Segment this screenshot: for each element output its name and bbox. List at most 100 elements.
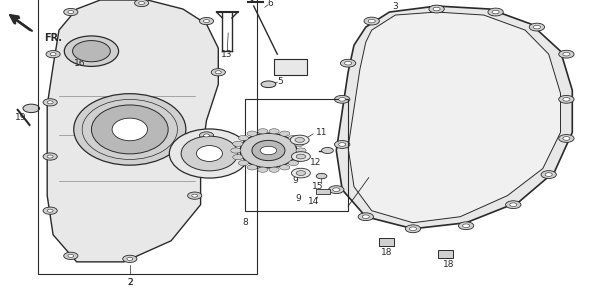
Text: 16: 16	[74, 59, 86, 68]
Circle shape	[329, 186, 344, 194]
Circle shape	[269, 129, 279, 134]
Circle shape	[322, 147, 333, 154]
Circle shape	[123, 255, 137, 262]
Circle shape	[204, 134, 209, 137]
Circle shape	[46, 51, 60, 58]
Bar	[245, 99, 348, 211]
Circle shape	[260, 146, 277, 155]
Bar	[274, 59, 307, 75]
Circle shape	[433, 7, 440, 11]
Text: 18: 18	[381, 248, 392, 257]
Text: 11: 11	[277, 134, 289, 143]
Ellipse shape	[169, 129, 250, 178]
Circle shape	[204, 20, 209, 23]
Circle shape	[296, 148, 306, 153]
Ellipse shape	[261, 81, 276, 88]
Circle shape	[135, 0, 149, 7]
Circle shape	[232, 141, 243, 146]
Circle shape	[563, 137, 570, 140]
Circle shape	[294, 155, 304, 160]
Text: 11: 11	[316, 128, 327, 137]
Circle shape	[333, 188, 340, 191]
Circle shape	[335, 141, 350, 148]
Circle shape	[64, 8, 78, 16]
Circle shape	[258, 167, 268, 172]
Circle shape	[43, 99, 57, 106]
Circle shape	[247, 165, 257, 170]
Circle shape	[409, 227, 417, 231]
Circle shape	[429, 5, 444, 13]
Circle shape	[364, 17, 379, 25]
Circle shape	[529, 23, 545, 31]
Circle shape	[358, 213, 373, 221]
Circle shape	[290, 135, 309, 145]
Circle shape	[291, 152, 310, 161]
Ellipse shape	[240, 133, 297, 168]
Circle shape	[345, 61, 352, 65]
Circle shape	[533, 25, 540, 29]
Ellipse shape	[181, 136, 238, 171]
Bar	[38, 0, 257, 274]
Ellipse shape	[73, 41, 110, 62]
Text: 10: 10	[263, 140, 274, 149]
Text: 5: 5	[277, 77, 283, 86]
Circle shape	[559, 95, 574, 103]
Circle shape	[139, 2, 145, 5]
Circle shape	[296, 154, 306, 159]
Circle shape	[506, 201, 521, 209]
Circle shape	[559, 135, 574, 142]
Ellipse shape	[74, 94, 186, 165]
Circle shape	[47, 101, 53, 104]
Circle shape	[192, 194, 198, 197]
Circle shape	[294, 141, 304, 146]
Circle shape	[296, 171, 306, 175]
Circle shape	[47, 209, 53, 212]
Circle shape	[188, 192, 202, 199]
Circle shape	[295, 138, 304, 142]
Circle shape	[335, 95, 350, 103]
Ellipse shape	[112, 118, 148, 141]
Circle shape	[247, 131, 257, 136]
Text: 4: 4	[292, 59, 298, 68]
Circle shape	[47, 155, 53, 158]
Circle shape	[488, 8, 503, 16]
Circle shape	[43, 153, 57, 160]
Text: 13: 13	[221, 50, 233, 59]
Ellipse shape	[196, 146, 222, 161]
Circle shape	[68, 11, 74, 14]
Circle shape	[231, 148, 241, 153]
Text: 3: 3	[392, 2, 398, 11]
Circle shape	[510, 203, 517, 206]
Circle shape	[68, 254, 74, 257]
Text: 19: 19	[15, 113, 27, 122]
Bar	[379, 238, 394, 246]
Circle shape	[215, 71, 221, 74]
Bar	[316, 189, 330, 194]
Circle shape	[559, 50, 574, 58]
Circle shape	[50, 53, 56, 56]
Text: 20: 20	[209, 155, 221, 164]
Circle shape	[289, 160, 299, 166]
Circle shape	[545, 173, 552, 176]
Text: 2: 2	[127, 278, 133, 287]
Polygon shape	[336, 6, 572, 229]
Circle shape	[492, 10, 499, 14]
Circle shape	[211, 69, 225, 76]
Circle shape	[232, 155, 243, 160]
Polygon shape	[348, 12, 560, 223]
Circle shape	[340, 59, 356, 67]
Circle shape	[127, 257, 133, 260]
Circle shape	[280, 131, 290, 136]
Text: 9: 9	[295, 155, 301, 164]
Circle shape	[362, 215, 369, 219]
Text: 21: 21	[263, 161, 274, 170]
Circle shape	[238, 160, 248, 166]
Text: 14: 14	[308, 197, 320, 206]
Text: 15: 15	[312, 182, 323, 191]
Circle shape	[289, 135, 299, 141]
Circle shape	[463, 224, 470, 228]
Text: 6: 6	[267, 0, 273, 8]
Circle shape	[368, 19, 375, 23]
Circle shape	[199, 132, 214, 139]
Circle shape	[43, 207, 57, 214]
